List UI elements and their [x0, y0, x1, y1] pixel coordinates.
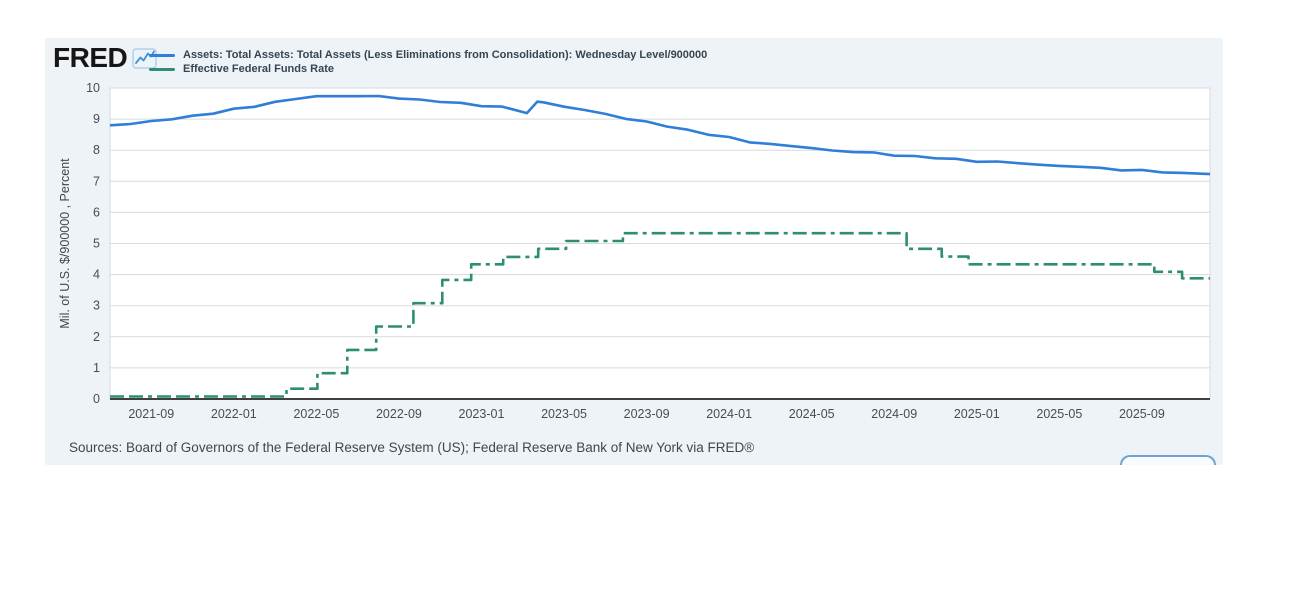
- chart-svg[interactable]: 0 1 2 3 4 5 6 7 8 9 10 2021-09 2022-01 2022-05 2022-09…: [45, 76, 1223, 432]
- svg-text:4: 4: [93, 268, 100, 282]
- fred-chart-card: FRED Assets: Total Assets: Total Assets …: [45, 38, 1223, 465]
- svg-text:2025-01: 2025-01: [954, 407, 1000, 421]
- sources-text: Sources: Board of Governors of the Feder…: [69, 440, 755, 455]
- fred-logo-text: FRED: [53, 42, 128, 73]
- svg-text:2023-01: 2023-01: [459, 407, 505, 421]
- legend-item-total-assets[interactable]: Assets: Total Assets: Total Assets (Less…: [149, 49, 707, 62]
- svg-text:2025-05: 2025-05: [1036, 407, 1082, 421]
- svg-text:2024-01: 2024-01: [706, 407, 752, 421]
- y-axis-label: Mil. of U.S. $/900000 , Percent: [58, 158, 72, 329]
- x-tick-labels: 2021-09 2022-01 2022-05 2022-09 2023-01 2023-…: [128, 407, 1165, 421]
- svg-text:2022-05: 2022-05: [293, 407, 339, 421]
- legend-label-total-assets: Assets: Total Assets: Total Assets (Less…: [183, 49, 708, 61]
- svg-text:2021-09: 2021-09: [128, 407, 174, 421]
- legend-swatch-effr: [149, 68, 175, 71]
- svg-text:5: 5: [93, 237, 100, 251]
- svg-text:2023-09: 2023-09: [624, 407, 670, 421]
- svg-text:2: 2: [93, 330, 100, 344]
- svg-text:2022-01: 2022-01: [211, 407, 257, 421]
- y-tick-labels: 0 1 2 3 4 5 6 7 8 9 10: [86, 81, 100, 406]
- svg-text:2022-09: 2022-09: [376, 407, 422, 421]
- svg-text:6: 6: [93, 205, 100, 219]
- chart-area[interactable]: 0 1 2 3 4 5 6 7 8 9 10 2021-09 2022-01 2022-05 2022-09…: [45, 76, 1223, 432]
- fred-logo[interactable]: FRED: [53, 44, 157, 72]
- svg-text:2023-05: 2023-05: [541, 407, 587, 421]
- gridlines: [110, 87, 1210, 369]
- series-line-1[interactable]: [109, 94, 1211, 176]
- chart-legend: Assets: Total Assets: Total Assets (Less…: [149, 49, 707, 76]
- svg-text:1: 1: [93, 361, 100, 375]
- chart-action-button[interactable]: [1120, 455, 1216, 465]
- legend-label-effr: Effective Federal Funds Rate: [183, 63, 334, 75]
- svg-text:0: 0: [93, 392, 100, 406]
- svg-text:2025-09: 2025-09: [1119, 407, 1165, 421]
- svg-text:8: 8: [93, 143, 100, 157]
- legend-item-effr[interactable]: Effective Federal Funds Rate: [149, 63, 707, 76]
- svg-text:7: 7: [93, 174, 100, 188]
- svg-text:9: 9: [93, 112, 100, 126]
- svg-text:2024-09: 2024-09: [871, 407, 917, 421]
- svg-text:2024-05: 2024-05: [789, 407, 835, 421]
- legend-swatch-total-assets: [149, 54, 175, 57]
- svg-text:10: 10: [86, 81, 100, 95]
- svg-text:3: 3: [93, 299, 100, 313]
